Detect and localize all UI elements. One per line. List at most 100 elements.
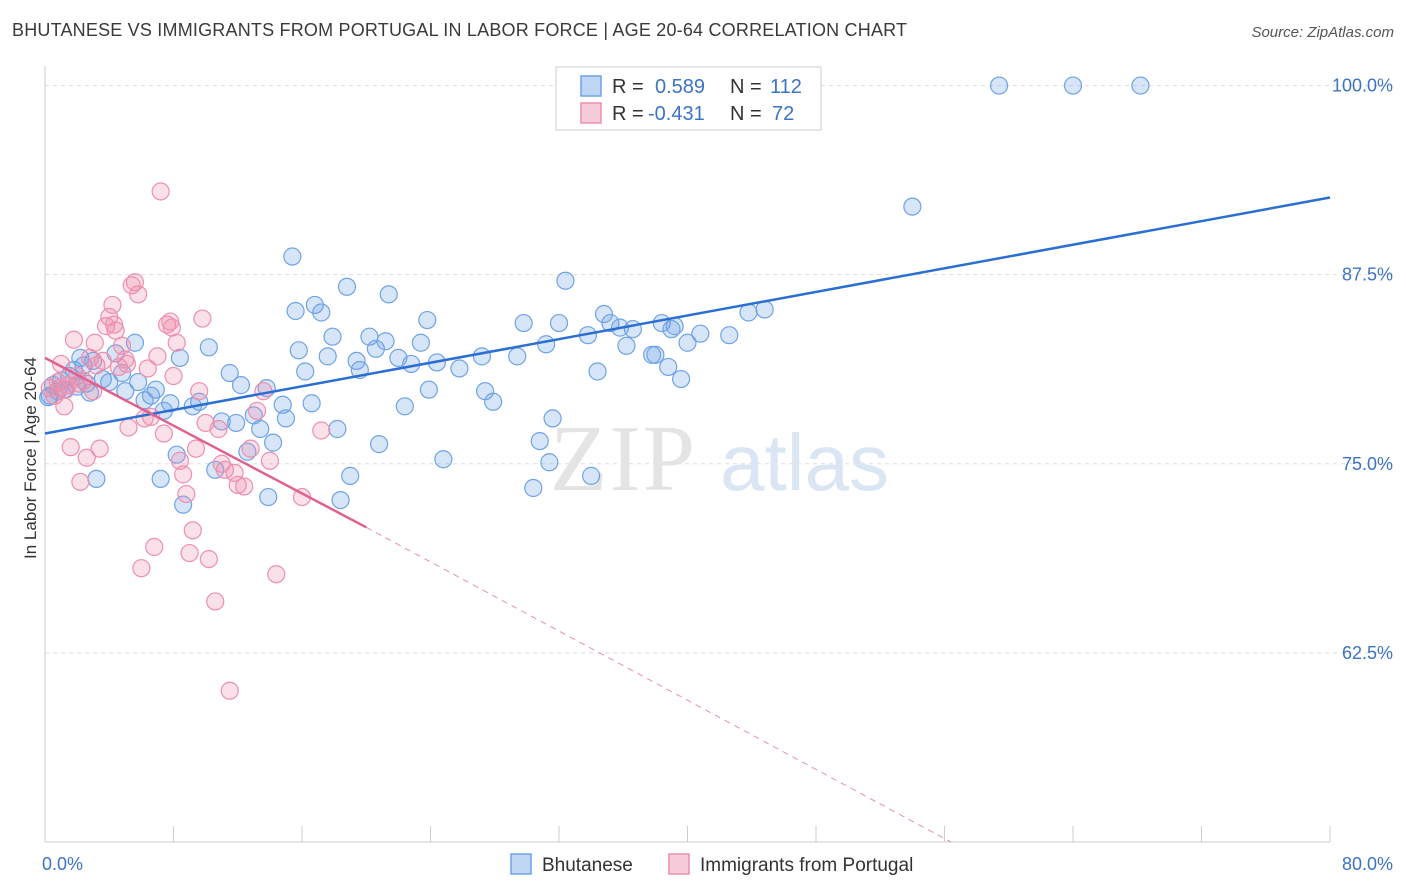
point-pink-70 [117, 354, 137, 374]
point-blue-74 [450, 359, 469, 378]
point-blue-44 [273, 395, 292, 414]
point-blue-64 [376, 332, 395, 351]
point-pink-37 [161, 312, 180, 331]
legend-swatch-bhutanese [580, 75, 602, 97]
x-tick-label-0: 0.0% [42, 854, 83, 874]
point-blue-96 [646, 345, 665, 364]
point-pink-49 [199, 549, 218, 569]
point-pink-32 [145, 537, 164, 557]
legend-n-label-1: N = [730, 76, 762, 98]
legend-n-label-2: N = [730, 103, 762, 125]
point-blue-53 [318, 347, 337, 366]
point-blue-22 [141, 386, 161, 405]
y-axis-label: In Labor Force | Age 20-64 [21, 357, 40, 559]
point-blue-89 [588, 362, 607, 381]
y-tick-label-0: 62.5% [1342, 643, 1393, 663]
point-pink-69 [104, 315, 124, 334]
point-blue-80 [524, 478, 543, 498]
point-blue-36 [227, 413, 246, 433]
point-blue-29 [170, 348, 190, 367]
point-pink-6 [61, 438, 80, 457]
point-blue-47 [286, 301, 305, 321]
point-pink-62 [267, 565, 286, 584]
trend-lines [44, 196, 1331, 843]
grid-lines [45, 85, 1392, 654]
point-pink-42 [177, 484, 196, 504]
point-blue-99 [662, 320, 681, 339]
x-tick-label-1: 80.0% [1342, 854, 1393, 874]
trend-line-pink-extension [366, 526, 952, 843]
point-pink-15 [90, 439, 109, 458]
point-blue-107 [903, 197, 922, 216]
point-pink-47 [193, 309, 212, 328]
point-pink-68 [85, 333, 104, 352]
point-blue-23 [146, 380, 165, 399]
bottom-legend-swatch-bhutanese [510, 853, 532, 875]
point-pink-4 [55, 397, 74, 416]
point-blue-75 [472, 347, 491, 366]
point-blue-93 [617, 336, 636, 355]
y-tick-label-2: 87.5% [1342, 265, 1393, 285]
point-blue-84 [543, 409, 562, 428]
point-pink-9 [71, 472, 90, 492]
point-blue-35 [220, 363, 239, 383]
tick-labels: 62.5% 75.0% 87.5% 100.0% 0.0% 80.0% [42, 76, 1393, 874]
point-pink-20 [106, 321, 125, 340]
chart-title: BHUTANESE VS IMMIGRANTS FROM PORTUGAL IN… [12, 20, 908, 40]
point-pink-7 [64, 330, 84, 349]
legend-r-value-2: -0.431 [648, 103, 705, 125]
point-blue-9 [74, 356, 93, 375]
point-blue-13 [87, 469, 106, 489]
point-blue-49 [296, 362, 315, 381]
point-pink-24 [119, 418, 138, 437]
point-pink-59 [247, 401, 267, 420]
point-blue-108 [990, 76, 1009, 95]
point-blue-58 [341, 466, 360, 485]
point-blue-73 [434, 450, 453, 469]
bottom-legend-label-bhutanese: Bhutanese [542, 855, 633, 876]
point-pink-54 [220, 681, 239, 700]
point-pink-28 [132, 559, 151, 578]
point-blue-110 [1131, 76, 1150, 95]
point-pink-27 [129, 285, 148, 304]
point-pink-25 [122, 276, 141, 295]
point-blue-91 [601, 313, 620, 333]
point-blue-78 [508, 347, 527, 366]
point-pink-38 [164, 366, 183, 386]
point-blue-90 [594, 304, 614, 324]
point-pink-64 [312, 421, 331, 440]
point-pink-50 [206, 592, 225, 611]
point-blue-45 [276, 409, 296, 428]
point-blue-70 [418, 310, 437, 330]
point-blue-67 [395, 397, 414, 416]
watermark-atlas: atlas [720, 418, 889, 507]
point-blue-28 [174, 495, 193, 514]
point-pink-34 [151, 182, 170, 201]
point-blue-85 [549, 313, 569, 333]
point-blue-98 [659, 357, 678, 377]
point-pink-40 [170, 451, 190, 470]
point-pink-11 [77, 448, 96, 467]
point-pink-46 [190, 382, 209, 401]
point-pink-36 [157, 315, 177, 334]
point-blue-62 [366, 339, 385, 358]
watermark-zip: ZIP [550, 407, 697, 511]
point-pink-19 [103, 295, 122, 315]
point-blue-65 [379, 285, 398, 304]
point-blue-56 [331, 490, 350, 510]
legend-n-value-2: 72 [772, 103, 794, 125]
bottom-legend-swatch-portugal [668, 853, 690, 875]
point-pink-41 [174, 465, 193, 484]
point-blue-46 [283, 247, 302, 266]
y-tick-label-1: 75.0% [1342, 454, 1393, 474]
y-tick-label-3: 100.0% [1332, 76, 1393, 96]
legend-r-label-2: R = [612, 103, 644, 125]
point-blue-32 [199, 338, 218, 357]
point-blue-79 [514, 313, 533, 333]
point-pink-71 [162, 318, 181, 337]
point-pink-22 [112, 336, 132, 355]
point-blue-57 [337, 277, 357, 296]
axes [44, 66, 1331, 843]
point-blue-77 [484, 392, 503, 411]
